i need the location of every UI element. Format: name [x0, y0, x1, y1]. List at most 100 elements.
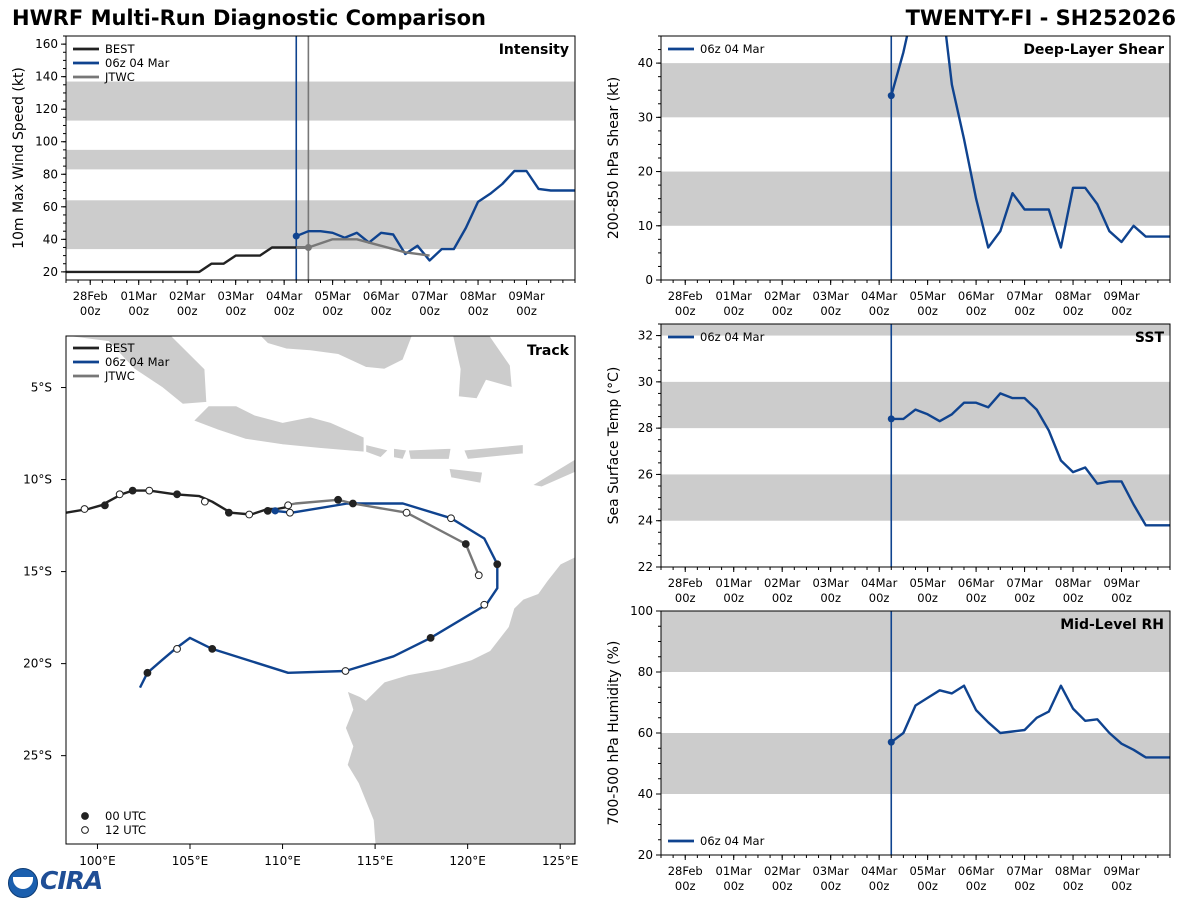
x-tick-label-date: 06Mar: [958, 864, 995, 878]
x-tick-label-date: 04Mar: [861, 289, 898, 303]
x-tick-label-hour: 00z: [1063, 591, 1084, 605]
series-line-06z-04-mar: [295, 169, 575, 262]
y-tick-label: 40: [638, 56, 653, 70]
track-point-00utc: [100, 501, 109, 510]
x-tick-label-date: 28Feb: [668, 864, 703, 878]
x-tick-label-hour: 00z: [1014, 304, 1035, 318]
x-tick-label-date: 01Mar: [716, 289, 753, 303]
lat-tick-label: 20°S: [23, 657, 52, 671]
x-tick-label-hour: 00z: [772, 591, 793, 605]
x-tick-label-date: 01Mar: [121, 289, 158, 303]
track-point-00utc: [143, 668, 152, 677]
track-point-12utc: [115, 490, 124, 499]
x-tick-label-hour: 00z: [966, 304, 987, 318]
x-tick-label-date: 05Mar: [909, 576, 946, 590]
y-tick-label: 120: [35, 102, 58, 116]
x-tick-label-date: 28Feb: [668, 289, 703, 303]
noaa-logo-icon: [8, 868, 38, 898]
panel-title: SST: [1135, 330, 1165, 346]
lat-tick-label: 25°S: [23, 749, 52, 763]
x-tick-label-date: 02Mar: [764, 289, 801, 303]
series-line-06z-04-mar: [890, 36, 1170, 249]
series-line-best: [66, 246, 309, 274]
panel-rh: 2040608010028Feb00z01Mar00z02Mar00z03Mar…: [606, 604, 1171, 893]
x-tick-label-hour: 00z: [419, 304, 440, 318]
track-point-00utc: [128, 486, 137, 495]
x-tick-label-date: 07Mar: [411, 289, 448, 303]
track-point-12utc: [145, 486, 154, 495]
x-tick-label-hour: 00z: [128, 304, 149, 318]
x-tick-label-date: 02Mar: [764, 576, 801, 590]
x-tick-label-date: 05Mar: [909, 864, 946, 878]
x-tick-label-hour: 00z: [869, 591, 890, 605]
x-tick-label-hour: 00z: [675, 591, 696, 605]
x-tick-label-hour: 00z: [675, 879, 696, 893]
marker-legend-symbol: [81, 826, 89, 834]
plot-area: [661, 36, 1170, 280]
x-tick-label-date: 09Mar: [508, 289, 545, 303]
x-tick-label-hour: 00z: [966, 591, 987, 605]
y-tick-label: 80: [638, 665, 653, 679]
x-tick-label-date: 08Mar: [1055, 576, 1092, 590]
track-point-12utc: [341, 667, 350, 675]
y-tick-label: 40: [638, 787, 653, 801]
land-sumatra: [66, 336, 208, 405]
map-area: [66, 336, 575, 844]
marker-legend-symbol: [81, 812, 89, 820]
x-tick-label-hour: 00z: [772, 879, 793, 893]
x-tick-label-hour: 00z: [1111, 304, 1132, 318]
x-tick-label-hour: 00z: [917, 879, 938, 893]
x-tick-label-hour: 00z: [869, 879, 890, 893]
lon-tick-label: 120°E: [449, 854, 486, 868]
shaded-band: [661, 474, 1170, 521]
panel-title: Deep-Layer Shear: [1023, 42, 1164, 58]
y-tick-label: 20: [638, 165, 653, 179]
y-tick-label: 32: [638, 329, 653, 343]
x-tick-label-hour: 00z: [869, 304, 890, 318]
marker-legend-label: 12 UTC: [105, 823, 146, 837]
x-tick-label-hour: 00z: [820, 591, 841, 605]
track-point-00utc: [208, 644, 217, 653]
land-sumbawa: [407, 447, 452, 460]
legend-label: 06z 04 Mar: [105, 56, 170, 70]
plot-area: [661, 611, 1170, 855]
x-tick-label-date: 03Mar: [217, 289, 254, 303]
y-tick-label: 100: [35, 135, 58, 149]
x-tick-label-date: 06Mar: [363, 289, 400, 303]
x-tick-label-date: 06Mar: [958, 289, 995, 303]
init-point-marker: [292, 232, 300, 240]
x-tick-label-date: 01Mar: [716, 864, 753, 878]
shaded-band: [66, 149, 575, 170]
track-point-00utc: [173, 490, 181, 499]
plot-area: [66, 36, 575, 280]
shaded-band: [661, 733, 1170, 794]
y-tick-label: 20: [43, 265, 58, 279]
track-point-12utc: [480, 600, 489, 609]
x-tick-label-hour: 00z: [820, 879, 841, 893]
figure-title: HWRF Multi-Run Diagnostic Comparison: [12, 6, 487, 30]
axes-frame: [660, 323, 1171, 568]
track-point-00utc: [493, 560, 502, 569]
logo-text: CIRA: [40, 866, 103, 895]
x-tick-label-hour: 00z: [772, 304, 793, 318]
x-tick-label-hour: 00z: [371, 304, 392, 318]
land-borneo: [259, 336, 413, 370]
x-tick-label-hour: 00z: [1014, 879, 1035, 893]
legend-label: 06z 04 Mar: [700, 834, 765, 848]
land-lombok: [393, 447, 408, 460]
x-tick-label-date: 02Mar: [169, 289, 206, 303]
x-tick-label-hour: 00z: [723, 879, 744, 893]
track-point-12utc: [200, 497, 209, 506]
x-tick-label-hour: 00z: [1014, 591, 1035, 605]
panel-title: Mid-Level RH: [1060, 617, 1164, 633]
track-point-12utc: [286, 508, 294, 517]
y-tick-label: 10: [638, 219, 653, 233]
x-tick-label-hour: 00z: [1063, 304, 1084, 318]
y-tick-label: 20: [638, 848, 653, 862]
x-tick-label-hour: 00z: [322, 304, 343, 318]
x-tick-label-date: 05Mar: [909, 289, 946, 303]
x-tick-label-date: 04Mar: [861, 864, 898, 878]
shaded-band: [661, 171, 1170, 226]
track-point-12utc: [80, 505, 89, 513]
